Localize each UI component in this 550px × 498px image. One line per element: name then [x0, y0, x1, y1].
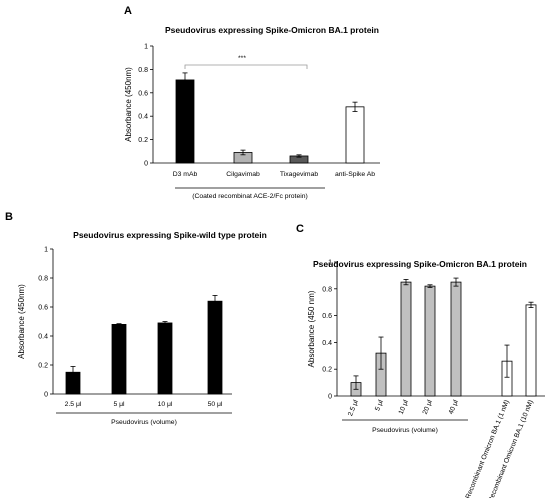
bar-b: [157, 322, 173, 395]
bar-b: [207, 300, 223, 395]
bar-a: [175, 79, 195, 164]
y-tick-label-a: 1: [144, 44, 148, 51]
bar-c: [525, 304, 537, 397]
y-tick-label-c: 0.2: [322, 367, 332, 374]
y-axis-label-c: Absorbance (450 nm): [307, 290, 316, 367]
y-tick-label-c: 0.8: [322, 286, 332, 293]
bar-c: [424, 285, 436, 397]
y-tick-label-c: 0.6: [322, 313, 332, 320]
x-tick-label-b: 5 μl: [113, 401, 125, 408]
chart-title-b: Pseudovirus expressing Spike-wild type p…: [73, 230, 267, 240]
y-tick-label-a: 0.2: [138, 137, 148, 144]
y-tick-label-a: 0.6: [138, 90, 148, 97]
x-tick-label-b: 10 μl: [158, 401, 173, 408]
y-tick-label-a: 0.8: [138, 67, 148, 74]
y-tick-label-a: 0.4: [138, 114, 148, 121]
y-tick-label-b: 0.4: [38, 334, 48, 341]
x-tick-label-a: D3 mAb: [173, 171, 198, 178]
y-tick-label-c: 0: [328, 394, 332, 401]
x-tick-label-c: 10 μl: [398, 399, 410, 416]
x-tick-label-b: 50 μl: [208, 401, 223, 408]
x-tick-label-a: Cilgavimab: [226, 171, 260, 178]
y-tick-label-b: 1: [44, 247, 48, 254]
panel-label-b: B: [5, 211, 13, 223]
chart-title-a: Pseudovirus expressing Spike-Omicron BA.…: [165, 25, 379, 35]
group-label-c: Pseudovirus (volume): [372, 427, 438, 434]
group-label-b: Pseudovirus (volume): [111, 419, 177, 426]
x-tick-label-c: 20 μl: [422, 399, 434, 416]
bar-c: [400, 281, 412, 397]
y-tick-label-a: 0: [144, 161, 148, 168]
panel-label-a: A: [124, 5, 132, 17]
x-tick-label-c: 2.5 μl: [347, 399, 360, 418]
significance-bracket-a: [184, 64, 308, 69]
y-tick-label-b: 0: [44, 392, 48, 399]
bar-b: [111, 323, 127, 395]
y-tick-label-b: 0.6: [38, 305, 48, 312]
y-axis-label-b: Absorbance (450nm): [17, 284, 26, 359]
x-tick-label-a: Tixagevimab: [280, 171, 318, 178]
x-tick-label-c: 5 μl: [374, 399, 385, 412]
panel-label-c: C: [296, 223, 304, 235]
bar-c: [450, 281, 462, 397]
y-axis-label-a: Absorbance (450nm): [124, 67, 133, 142]
bar-a: [345, 106, 365, 164]
x-tick-label-b: 2.5 μl: [65, 401, 82, 408]
chart-title-c: Pseudovirus expressing Spike-Omicron BA.…: [313, 259, 527, 269]
x-tick-label-c: Recombinant Omicron BA.1 (10 nM): [487, 399, 535, 498]
group-label-a: (Coated recombinat ACE-2/Fc protein): [192, 193, 308, 200]
x-tick-label-c: Recombinant Omicron BA.1 (1 nM): [465, 399, 511, 498]
significance-label-a: ***: [238, 55, 246, 62]
x-tick-label-c: 40 μl: [448, 399, 460, 416]
y-tick-label-c: 1: [328, 260, 332, 267]
x-tick-label-a: anti-Spike Ab: [335, 171, 375, 178]
y-tick-label-c: 0.4: [322, 340, 332, 347]
y-tick-label-b: 0.8: [38, 276, 48, 283]
y-tick-label-b: 0.2: [38, 363, 48, 370]
